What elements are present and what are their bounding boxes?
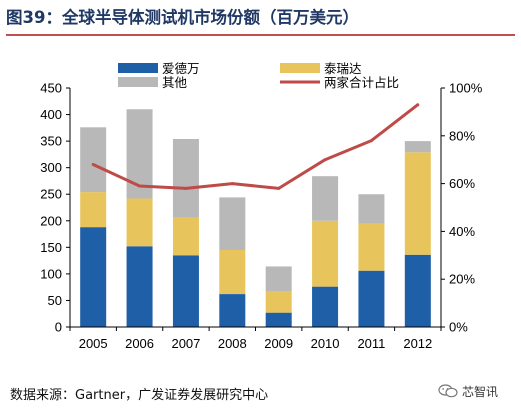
bar-advantest-2011 (358, 270, 385, 327)
legend-label-others: 其他 (162, 75, 188, 90)
y2-tick-label: 40% (449, 224, 475, 239)
legend-label-share: 两家合计占比 (324, 75, 399, 90)
x-tick-label-2006: 2006 (125, 336, 154, 351)
bar-others-2009 (265, 266, 292, 292)
bar-teradyne-2009 (265, 291, 292, 313)
y-tick-label: 0 (55, 320, 62, 335)
y2-tick-label: 100% (449, 81, 483, 96)
legend-label-teradyne: 泰瑞达 (324, 61, 362, 76)
share-point-2009 (277, 186, 281, 190)
y-tick-label: 450 (40, 81, 62, 96)
share-point-2008 (230, 182, 234, 186)
bar-teradyne-2011 (358, 223, 385, 271)
bar-teradyne-2007 (172, 217, 199, 256)
x-tick-label-2008: 2008 (218, 336, 247, 351)
bar-advantest-2007 (172, 255, 199, 327)
x-tick-label-2011: 2011 (357, 336, 385, 351)
y2-tick-label: 0% (449, 320, 468, 335)
bar-teradyne-2005 (80, 192, 107, 228)
bar-advantest-2005 (80, 227, 107, 327)
legend-swatch-others (118, 77, 158, 87)
y-tick-label: 250 (40, 187, 62, 202)
chart: 0 50 100 150 200 250 300 350 400 450 0% 20% 40% 60% 80… (40, 61, 483, 351)
bar-advantest-2010 (312, 286, 339, 327)
bar-advantest-2006 (126, 246, 153, 327)
y2-tick-label: 20% (449, 272, 475, 287)
bar-others-2010 (312, 176, 339, 221)
bar-teradyne-2008 (219, 249, 246, 295)
share-point-2012 (416, 103, 420, 107)
bar-others-2005 (80, 127, 107, 193)
x-tick-label-2012: 2012 (403, 336, 432, 351)
bar-teradyne-2012 (404, 152, 431, 255)
legend-swatch-advantest (118, 63, 158, 73)
watermark-text: 芯智讯 (462, 384, 499, 399)
bar-teradyne-2010 (312, 220, 339, 287)
bar-others-2007 (172, 138, 199, 218)
bar-teradyne-2006 (126, 198, 153, 247)
y-tick-label: 400 (40, 107, 62, 122)
y2-tick-label: 80% (449, 128, 475, 143)
chart-title: 图39：全球半导体测试机市场份额（百万美元） (6, 8, 359, 27)
legend-swatch-teradyne (280, 63, 320, 73)
bar-others-2011 (358, 194, 385, 224)
y2-tick-label: 60% (449, 176, 475, 191)
share-point-2006 (138, 184, 142, 188)
bar-advantest-2009 (265, 312, 292, 327)
x-tick-label-2005: 2005 (79, 336, 108, 351)
source-note: 数据来源：Gartner，广发证券发展研究中心 (10, 388, 269, 403)
y-tick-label: 350 (40, 134, 62, 149)
title-divider (6, 34, 515, 36)
share-point-2011 (369, 139, 373, 143)
legend-label-advantest: 爱德万 (162, 61, 200, 76)
wechat-icon (438, 384, 458, 398)
bar-advantest-2008 (219, 294, 246, 327)
x-tick-label-2009: 2009 (264, 336, 293, 351)
share-line (92, 103, 419, 190)
bar-advantest-2012 (404, 254, 431, 327)
y-tick-label: 50 (48, 293, 62, 308)
bar-others-2008 (219, 197, 246, 250)
x-tick-label-2010: 2010 (311, 336, 340, 351)
y-tick-label: 200 (40, 213, 62, 228)
y-tick-label: 300 (40, 160, 62, 175)
watermark: 芯智讯 (438, 380, 498, 402)
y-tick-label: 100 (40, 266, 62, 281)
share-point-2010 (323, 158, 327, 162)
x-tick-label-2007: 2007 (171, 336, 200, 351)
bar-others-2012 (404, 141, 431, 153)
y-tick-label: 150 (40, 240, 62, 255)
share-point-2007 (184, 186, 188, 190)
share-point-2005 (91, 162, 95, 166)
